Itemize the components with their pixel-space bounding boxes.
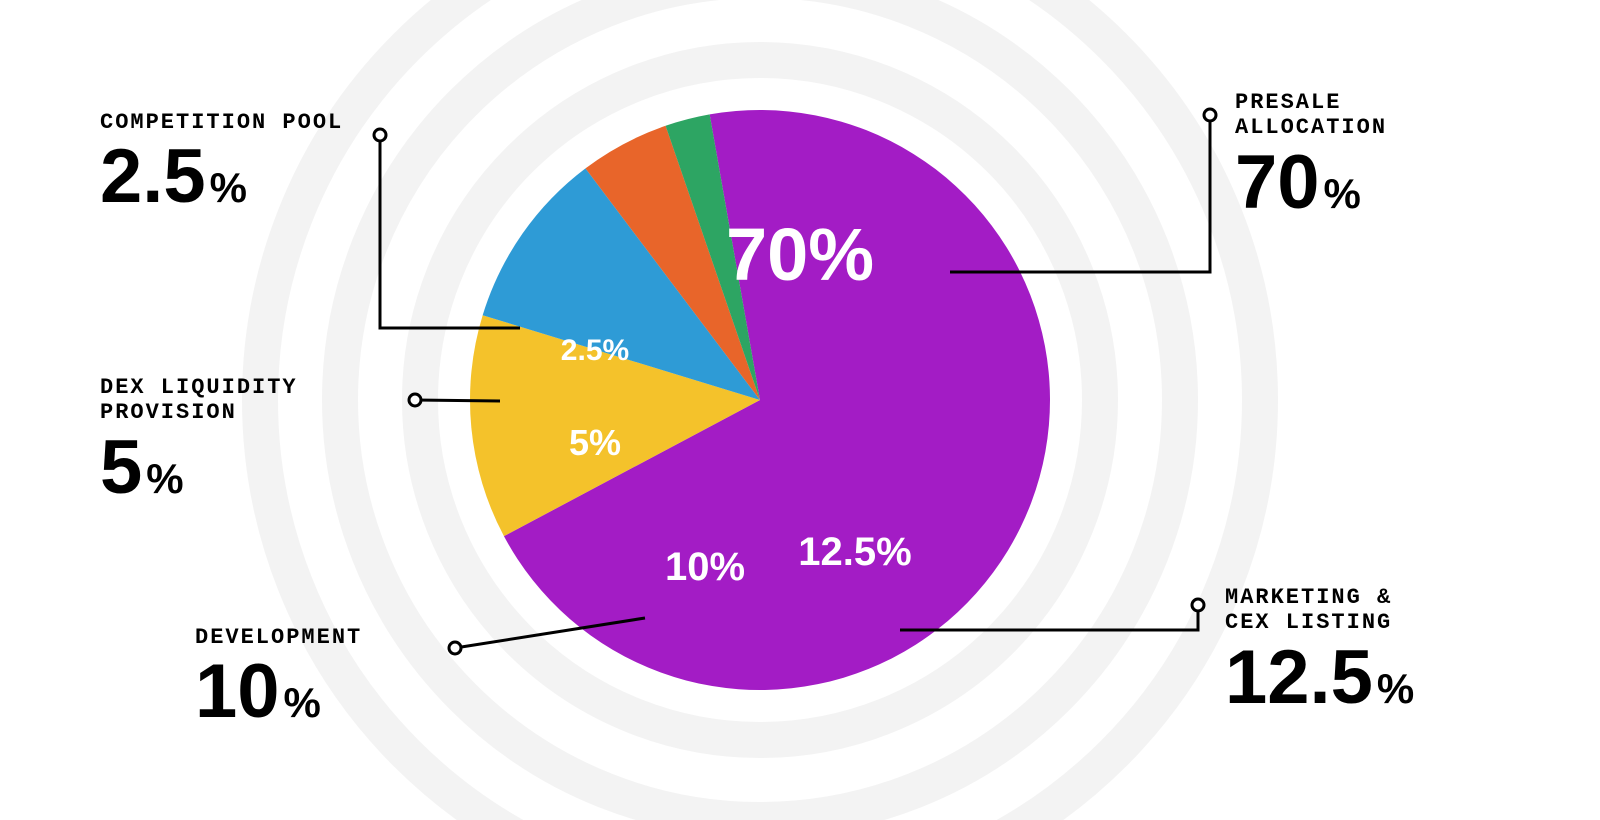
leader-dot-presale <box>1204 109 1216 121</box>
callout-competition: COMPETITION POOL 2.5% <box>100 110 343 215</box>
percent-sign-dex: % <box>146 455 183 503</box>
callout-value-competition: 2.5% <box>100 139 343 215</box>
percent-sign-competition: % <box>210 164 247 212</box>
percent-sign-presale: % <box>1324 170 1361 218</box>
slice-label-dex: 5% <box>569 422 621 463</box>
slice-label-development: 10% <box>665 545 745 589</box>
allocation-pie-chart: 70%12.5%10%5%2.5% PRESALEALLOCATION70%MA… <box>0 0 1600 820</box>
percent-sign-marketing: % <box>1377 665 1414 713</box>
slice-label-presale: 70% <box>726 213 874 296</box>
percent-sign-development: % <box>284 679 321 727</box>
leader-dot-dex <box>409 394 421 406</box>
leader-dot-development <box>449 642 461 654</box>
callout-value-development: 10% <box>195 654 362 730</box>
callout-value-dex: 5% <box>100 430 298 506</box>
callout-number-development: 10 <box>195 654 280 730</box>
pie-slices <box>470 110 1050 690</box>
callout-presale: PRESALEALLOCATION70% <box>1235 90 1387 221</box>
callout-label-development: DEVELOPMENT <box>195 625 362 650</box>
callout-number-competition: 2.5 <box>100 139 206 215</box>
callout-marketing: MARKETING &CEX LISTING12.5% <box>1225 585 1414 716</box>
callout-label-presale: PRESALEALLOCATION <box>1235 90 1387 141</box>
callout-development: DEVELOPMENT 10% <box>195 625 362 730</box>
callout-label-marketing: MARKETING &CEX LISTING <box>1225 585 1414 636</box>
callout-number-dex: 5 <box>100 430 142 506</box>
slice-label-competition: 2.5% <box>561 334 629 367</box>
callout-number-marketing: 12.5 <box>1225 640 1373 716</box>
callout-dex: DEX LIQUIDITYPROVISION5% <box>100 375 298 506</box>
leader-dot-competition <box>374 129 386 141</box>
callout-value-presale: 70% <box>1235 145 1387 221</box>
callout-number-presale: 70 <box>1235 145 1320 221</box>
slice-label-marketing: 12.5% <box>798 530 911 574</box>
callout-label-dex: DEX LIQUIDITYPROVISION <box>100 375 298 426</box>
leader-dot-marketing <box>1192 599 1204 611</box>
callout-value-marketing: 12.5% <box>1225 640 1414 716</box>
leader-dex <box>415 400 500 401</box>
callout-label-competition: COMPETITION POOL <box>100 110 343 135</box>
